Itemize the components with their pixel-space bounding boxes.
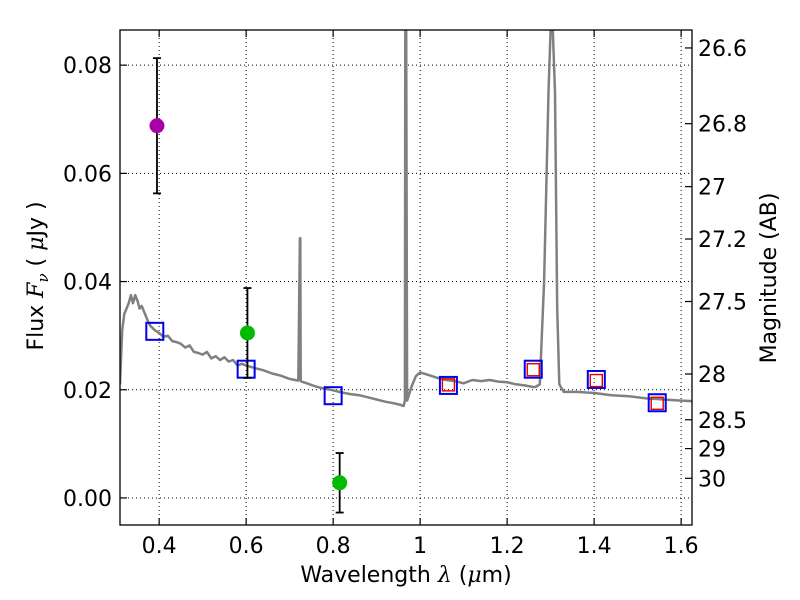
x-axis-title-unit: m)	[482, 563, 512, 588]
y-axis-title-open: (	[24, 251, 49, 274]
axes-layer: 0.4 0.6 0.8 1 1.2 1.4 1.6 0.00 0.02 0.04 0.06 0.08 2…	[63, 29, 747, 559]
y-axis-title: Flux Fν ( μJy )	[24, 201, 52, 350]
plot-frame	[119, 29, 693, 526]
mag-tick-label: 27.2	[698, 228, 747, 253]
x-axis-title-open: (	[452, 563, 468, 588]
marker-layer	[145, 57, 667, 514]
mag-tick-label: 27	[698, 176, 726, 201]
label-layer: Wavelength λ (μm) Flux Fν ( μJy ) Magnit…	[24, 193, 782, 588]
photometry-point	[239, 325, 255, 341]
y-tick-label: 0.08	[63, 54, 112, 79]
y-tick-label: 0.04	[63, 271, 112, 296]
y-axis-title-nu: ν	[34, 273, 52, 282]
model-band-square-red	[589, 373, 604, 388]
template-spectrum-line	[120, 30, 692, 408]
model-band-square-red	[650, 396, 664, 410]
gridlines	[120, 30, 692, 525]
x-tick-label: 0.6	[229, 534, 264, 559]
x-tick-label: 0.4	[142, 534, 177, 559]
spectrum-layer	[120, 30, 692, 408]
y-axis-title-F: F	[24, 282, 49, 299]
model-band-square-red	[441, 378, 456, 392]
x-axis-title-lambda: λ	[437, 563, 452, 588]
x-axis-title: Wavelength λ (μm)	[300, 563, 511, 588]
x-tick-label: 1	[413, 534, 427, 559]
x-tick-label: 1.4	[577, 534, 612, 559]
model-band-square-blue	[438, 375, 458, 395]
mag-tick-label: 27.5	[698, 291, 747, 316]
model-band-square-blue	[323, 386, 343, 406]
mag-tick-label: 26.8	[698, 113, 747, 138]
mag-tick-label: 29	[698, 438, 726, 463]
y-tick-label: 0.06	[63, 162, 112, 187]
photometry-point	[332, 475, 348, 491]
x-axis-title-prefix: Wavelength	[300, 563, 438, 588]
model-band-square-blue	[586, 369, 606, 389]
y2-axis-title: Magnitude (AB)	[757, 193, 782, 364]
mag-tick-label: 28.5	[698, 409, 747, 434]
x-tick-label: 0.8	[316, 534, 351, 559]
model-band-square-blue	[647, 393, 667, 413]
y-tick-label: 0.00	[63, 487, 112, 512]
x-tick-label: 1.6	[664, 534, 699, 559]
y-axis-title-mu: μ	[24, 237, 49, 251]
x-axis-title-mu: μ	[467, 563, 481, 588]
mag-tick-label: 26.6	[698, 37, 747, 62]
x-tick-label: 1.2	[490, 534, 525, 559]
y-axis-title-unit: Jy )	[24, 201, 49, 238]
y-axis-title-prefix: Flux	[24, 298, 49, 351]
model-band-square-blue	[523, 359, 543, 379]
mag-tick-label: 28	[698, 363, 726, 388]
photometry-point	[149, 118, 165, 134]
mag-tick-label: 30	[698, 467, 726, 492]
model-band-square-red	[526, 363, 540, 377]
y-tick-label: 0.02	[63, 379, 112, 404]
model-band-square-blue	[145, 321, 165, 341]
